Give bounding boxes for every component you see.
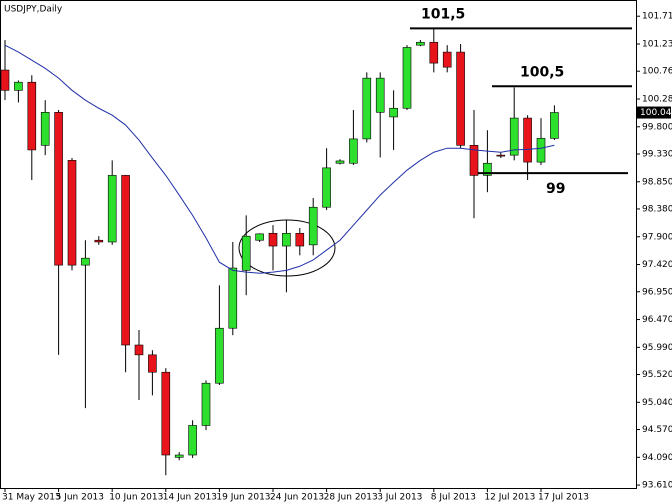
candle-body — [201, 382, 211, 426]
y-tick-label: 94.570 — [642, 425, 672, 435]
candle-body — [349, 138, 358, 164]
y-tick-label: 95.040 — [642, 398, 672, 408]
candle-body — [282, 232, 291, 247]
y-tick-label: 100.760 — [642, 67, 672, 77]
candle-body — [483, 162, 492, 176]
y-tick-label: 95.520 — [642, 370, 672, 380]
candle-body — [148, 354, 157, 373]
plot-frame — [0, 0, 637, 489]
x-tick-label: 24 Jun 2013 — [270, 493, 324, 503]
candle-body — [255, 233, 264, 241]
candle-body — [228, 267, 238, 329]
candle-body — [402, 47, 412, 109]
x-tick-label: 10 Jun 2013 — [109, 493, 163, 503]
y-tick-label: 101.710 — [642, 12, 672, 22]
level-label: 99 — [546, 181, 565, 197]
candle-body — [550, 112, 559, 139]
last-price-box — [637, 106, 671, 119]
y-tick-label: 98.380 — [642, 204, 672, 214]
y-tick-label: 100.280 — [642, 94, 672, 104]
candle-body — [268, 232, 278, 247]
candle-body — [469, 145, 479, 176]
candle-body — [94, 239, 104, 243]
x-tick-label: 17 Jul 2013 — [538, 493, 589, 503]
candle-body — [0, 69, 10, 91]
x-tick-label: 5 Jun 2013 — [56, 493, 104, 503]
candle-body — [107, 175, 117, 243]
candle-body — [389, 107, 398, 118]
candle-body — [241, 235, 251, 271]
last-price-label: 100.046 — [640, 108, 672, 118]
x-tick-label: 12 Jul 2013 — [484, 493, 535, 503]
candle-body — [335, 160, 345, 164]
y-tick-label: 99.330 — [642, 149, 672, 159]
candle-body — [188, 425, 197, 456]
x-tick-label: 3 Jul 2013 — [377, 493, 422, 503]
candle-body — [54, 112, 63, 266]
candle-body — [456, 51, 465, 146]
candle-body — [442, 51, 452, 68]
y-tick-label: 97.900 — [642, 232, 672, 242]
y-tick-label: 95.990 — [642, 343, 672, 353]
candle-body — [362, 77, 372, 140]
candle-body — [27, 81, 37, 151]
y-tick-label: 101.230 — [642, 39, 672, 49]
y-tick-label: 98.850 — [642, 177, 672, 187]
chart-title: USDJPY,Daily — [4, 5, 63, 15]
x-tick-label: 8 Jul 2013 — [431, 493, 476, 503]
x-tick-label: 28 Jun 2013 — [324, 493, 378, 503]
level-label: 101,5 — [421, 6, 465, 22]
candle-body — [416, 41, 425, 46]
x-tick-label: 19 Jun 2013 — [216, 493, 270, 503]
candle-body — [215, 327, 224, 384]
candle-body — [161, 371, 171, 456]
candle-body — [523, 117, 532, 163]
candle-body — [134, 344, 144, 356]
x-tick-label: 14 Jun 2013 — [163, 493, 217, 503]
level-label: 100,5 — [520, 64, 564, 80]
y-tick-label: 99.800 — [642, 122, 672, 132]
y-tick-label: 93.610 — [642, 481, 672, 491]
candle-body — [429, 41, 439, 64]
y-tick-label: 96.950 — [642, 287, 672, 297]
y-tick-label: 97.420 — [642, 260, 672, 270]
candle-body — [81, 257, 90, 266]
candle-body — [536, 138, 546, 163]
candle-body — [40, 112, 50, 146]
candle-body — [295, 232, 305, 247]
candle-body — [509, 117, 519, 156]
candle-body — [14, 81, 23, 91]
y-tick-label: 96.470 — [642, 315, 672, 325]
candle-body — [322, 167, 331, 208]
highlight-ellipse — [238, 219, 336, 277]
candle-body — [121, 175, 130, 346]
moving-average — [4, 44, 555, 274]
candle-body — [375, 77, 385, 113]
x-tick-label: 31 May 2013 — [2, 493, 61, 503]
candle-body — [67, 160, 77, 266]
candle-body — [308, 206, 318, 246]
candle-body — [174, 454, 184, 458]
candle-body — [496, 154, 506, 157]
y-tick-label: 94.090 — [642, 453, 672, 463]
